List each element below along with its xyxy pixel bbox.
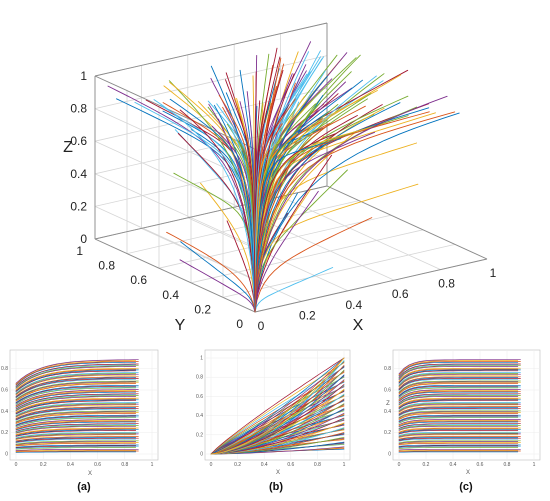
y-tick-label: 1 [76, 244, 83, 258]
y-tick-label: 0.8 [98, 259, 115, 273]
panel-x-tick-label: 0.8 [314, 462, 321, 468]
grid-line [95, 174, 255, 247]
panel-y-tick-label: 0.6 [196, 394, 203, 400]
panel-x-tick-label: 0 [15, 462, 18, 468]
panel-y-tick-label: 0.4 [196, 413, 203, 419]
x-tick-label: 0.8 [438, 277, 455, 291]
panel-a-x-label: X [88, 471, 92, 477]
chart-3d-trajectories: 00.20.40.60.8100.20.40.60.8100.20.40.60.… [63, 23, 497, 334]
grid-line [281, 197, 441, 270]
panel-y-tick-label: 0.2 [1, 430, 8, 436]
chart-panel-b: 0 0.2 0.4 0.6 0.8 1 0 0.2 0.4 0.6 0.8 1 X (b) [196, 350, 350, 493]
panel-y-tick-label: 0 [5, 452, 8, 458]
z-tick-label: 1 [80, 69, 87, 83]
chart-panel-a: 0 0.2 0.4 0.6 0.8 1 0 0.2 0.4 0.6 0.8 X (a) [1, 350, 158, 493]
panel-y-tick-label: 1 [200, 356, 203, 362]
grid-3d [95, 23, 487, 312]
panel-x-tick-label: 0.2 [40, 462, 47, 468]
x-axis-label: X [353, 317, 364, 334]
y-tick-label: 0.6 [130, 273, 147, 287]
panel-y-tick-label: 0.8 [196, 375, 203, 381]
y-tick-label: 0 [236, 317, 243, 331]
x-tick-label: 1 [490, 266, 497, 280]
panel-x-tick-label: 0 [398, 462, 401, 468]
panel-x-tick-label: 0.8 [121, 462, 128, 468]
panel-y-tick-label: 0 [200, 452, 203, 458]
caption-c: (c) [459, 481, 473, 493]
panel-x-tick-label: 0.8 [504, 462, 511, 468]
panel-x-tick-label: 0.4 [261, 462, 268, 468]
trajectories-3d [108, 42, 459, 312]
panel-x-tick-label: 0.6 [287, 462, 294, 468]
panel-y-tick-label: 0.8 [1, 366, 8, 372]
x-tick-label: 0 [258, 319, 265, 333]
panel-y-tick-label: 0.2 [196, 432, 203, 438]
panel-c-x-label: X [466, 470, 470, 476]
panel-x-tick-label: 1 [533, 462, 536, 468]
panel-x-tick-label: 0.2 [234, 462, 241, 468]
grid-line [191, 230, 423, 283]
caption-b: (b) [269, 481, 283, 493]
z-tick-label: 0.4 [70, 167, 87, 181]
z-tick-label: 0.2 [70, 199, 87, 213]
panel-x-tick-label: 0.4 [67, 462, 74, 468]
panel-c-curves [393, 350, 540, 460]
panel-y-tick-label: 0.4 [384, 409, 391, 415]
panel-x-tick-label: 1 [151, 462, 154, 468]
panel-y-tick-label: 0.6 [384, 388, 391, 394]
panel-x-tick-label: 0 [210, 462, 213, 468]
y-tick-label: 0.2 [194, 302, 211, 316]
panel-x-tick-label: 0.6 [477, 462, 484, 468]
x-tick-label: 0.2 [299, 308, 316, 322]
grid-line [95, 56, 327, 109]
x-tick-label: 0.4 [345, 298, 362, 312]
panel-y-tick-label: 0.8 [384, 366, 391, 372]
panel-b-x-label: X [276, 470, 280, 476]
box-edge [327, 186, 487, 259]
panel-y-tick-label: 0.2 [384, 430, 391, 436]
panel-y-tick-label: 0 [388, 452, 391, 458]
z-tick-label: 0.8 [70, 102, 87, 116]
panel-c-z-label: Z [386, 401, 390, 407]
grid-line [95, 141, 255, 214]
trajectory-3d [255, 96, 447, 312]
panel-x-tick-label: 1 [343, 462, 346, 468]
panel-y-tick-label: 0.6 [1, 388, 8, 394]
caption-a: (a) [77, 481, 91, 493]
z-axis-label: Z [63, 139, 73, 156]
y-tick-label: 0.4 [162, 288, 179, 302]
panel-y-tick-label: 0.4 [1, 409, 8, 415]
trajectory-3d [255, 268, 333, 313]
panel-x-tick-label: 0.6 [94, 462, 101, 468]
y-axis-label: Y [175, 317, 186, 334]
panel-x-tick-label: 0.2 [423, 462, 430, 468]
chart-panel-c: 0 0.2 0.4 0.6 0.8 1 0 0.2 0.4 0.6 0.8 X Z (c) [384, 350, 540, 493]
panel-x-tick-label: 0.4 [450, 462, 457, 468]
x-tick-label: 0.6 [392, 287, 409, 301]
